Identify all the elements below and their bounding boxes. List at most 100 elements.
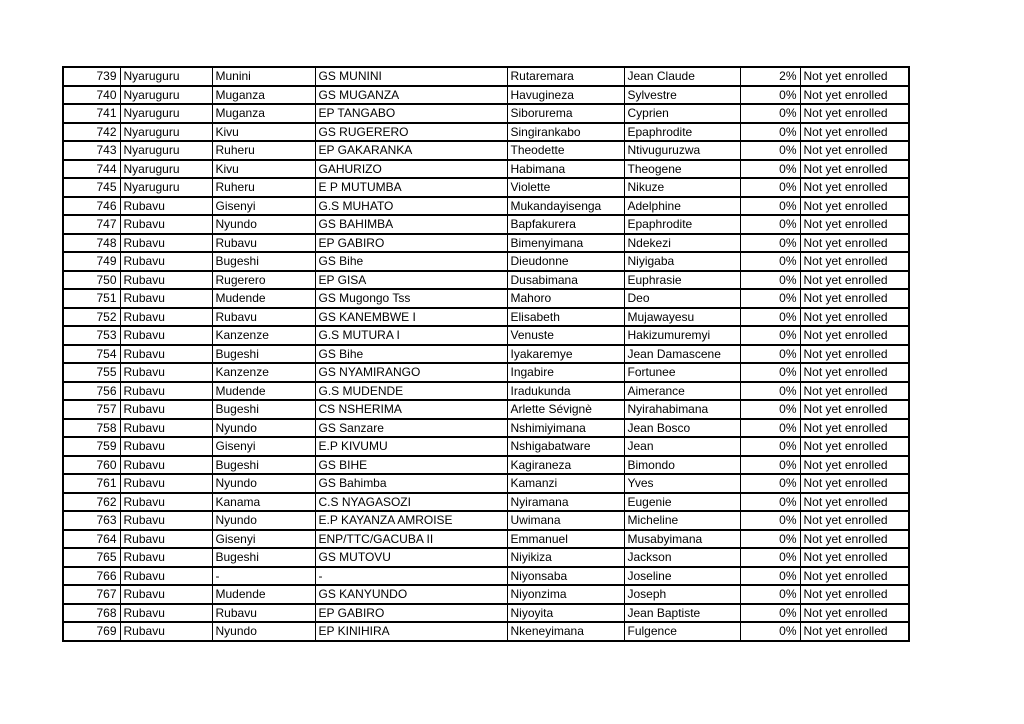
cell-name-2: Mujawayesu: [623, 306, 741, 327]
cell-name-1: Nyiramana: [506, 491, 625, 512]
cell-enrollment-status: Not yet enrolled: [799, 399, 910, 420]
cell-sector: Mudende: [211, 380, 316, 401]
table-row: 765 Rubavu Bugeshi GS MUTOVU Niyikiza Jackson…: [62, 547, 910, 568]
cell-row-number: 746: [62, 195, 121, 216]
cell-name-2: Ntivuguruzwa: [623, 140, 741, 161]
table-row: 754 Rubavu Bugeshi GS Bihe Iyakaremye Jean Da…: [62, 343, 910, 364]
table-row: 746 Rubavu Gisenyi G.S MUHATO Mukandayisenga…: [62, 195, 910, 216]
cell-progress-percent: 0%: [739, 140, 801, 161]
cell-district: Rubavu: [119, 269, 213, 290]
cell-sector: Bugeshi: [211, 547, 316, 568]
cell-district: Rubavu: [119, 528, 213, 549]
cell-row-number: 747: [62, 214, 121, 235]
cell-district: Rubavu: [119, 436, 213, 457]
cell-row-number: 743: [62, 140, 121, 161]
cell-row-number: 761: [62, 473, 121, 494]
cell-name-1: Siborurema: [506, 103, 625, 124]
cell-enrollment-status: Not yet enrolled: [799, 121, 910, 142]
cell-district: Nyaruguru: [119, 66, 213, 87]
cell-name-1: Dieudonne: [506, 251, 625, 272]
cell-progress-percent: 0%: [739, 602, 801, 623]
table-row: 750 Rubavu Rugerero EP GISA Dusabimana Euphra…: [62, 269, 910, 290]
cell-enrollment-status: Not yet enrolled: [799, 454, 910, 475]
cell-row-number: 739: [62, 66, 121, 87]
cell-school: -: [314, 565, 508, 586]
cell-district: Rubavu: [119, 399, 213, 420]
cell-name-2: Adelphine: [623, 195, 741, 216]
cell-school: EP KINIHIRA: [314, 621, 508, 642]
cell-sector: Bugeshi: [211, 454, 316, 475]
cell-progress-percent: 0%: [739, 177, 801, 198]
cell-district: Nyaruguru: [119, 103, 213, 124]
cell-school: EP TANGABO: [314, 103, 508, 124]
cell-sector: Kanama: [211, 491, 316, 512]
cell-name-1: Habimana: [506, 158, 625, 179]
cell-name-2: Joseph: [623, 584, 741, 605]
cell-name-2: Niyigaba: [623, 251, 741, 272]
cell-district: Nyaruguru: [119, 84, 213, 105]
cell-district: Rubavu: [119, 232, 213, 253]
cell-district: Rubavu: [119, 251, 213, 272]
cell-enrollment-status: Not yet enrolled: [799, 510, 910, 531]
cell-row-number: 754: [62, 343, 121, 364]
table-row: 742 Nyaruguru Kivu GS RUGERERO Singirankabo E…: [62, 121, 910, 142]
cell-school: GS RUGERERO: [314, 121, 508, 142]
cell-name-2: Cyprien: [623, 103, 741, 124]
cell-name-1: Mahoro: [506, 288, 625, 309]
cell-district: Rubavu: [119, 602, 213, 623]
cell-school: EP GABIRO: [314, 602, 508, 623]
cell-progress-percent: 0%: [739, 325, 801, 346]
table-row: 753 Rubavu Kanzenze G.S MUTURA I Venuste Haki…: [62, 325, 910, 346]
cell-name-1: Violette: [506, 177, 625, 198]
cell-name-1: Ingabire: [506, 362, 625, 383]
cell-sector: Kivu: [211, 121, 316, 142]
cell-district: Rubavu: [119, 454, 213, 475]
cell-name-1: Venuste: [506, 325, 625, 346]
cell-row-number: 758: [62, 417, 121, 438]
cell-row-number: 752: [62, 306, 121, 327]
cell-row-number: 759: [62, 436, 121, 457]
cell-sector: Rubavu: [211, 306, 316, 327]
cell-sector: Muganza: [211, 84, 316, 105]
table-row: 769 Rubavu Nyundo EP KINIHIRA Nkeneyimana Ful…: [62, 621, 910, 642]
cell-school: GS MUNINI: [314, 66, 508, 87]
cell-district: Rubavu: [119, 621, 213, 642]
cell-district: Rubavu: [119, 288, 213, 309]
table-row: 739 Nyaruguru Munini GS MUNINI Rutaremara Jea…: [62, 66, 910, 87]
cell-name-2: Jackson: [623, 547, 741, 568]
table-row: 768 Rubavu Rubavu EP GABIRO Niyoyita Jean Bap…: [62, 602, 910, 623]
cell-school: GS Sanzare: [314, 417, 508, 438]
cell-progress-percent: 0%: [739, 547, 801, 568]
cell-progress-percent: 0%: [739, 436, 801, 457]
cell-progress-percent: 0%: [739, 380, 801, 401]
cell-sector: Rubavu: [211, 602, 316, 623]
cell-school: E.P KIVUMU: [314, 436, 508, 457]
cell-name-1: Emmanuel: [506, 528, 625, 549]
cell-district: Rubavu: [119, 343, 213, 364]
cell-row-number: 750: [62, 269, 121, 290]
cell-name-1: Niyikiza: [506, 547, 625, 568]
cell-name-2: Bimondo: [623, 454, 741, 475]
cell-enrollment-status: Not yet enrolled: [799, 66, 910, 87]
cell-enrollment-status: Not yet enrolled: [799, 565, 910, 586]
cell-enrollment-status: Not yet enrolled: [799, 621, 910, 642]
cell-enrollment-status: Not yet enrolled: [799, 380, 910, 401]
cell-enrollment-status: Not yet enrolled: [799, 547, 910, 568]
cell-enrollment-status: Not yet enrolled: [799, 343, 910, 364]
cell-name-2: Yves: [623, 473, 741, 494]
cell-row-number: 760: [62, 454, 121, 475]
cell-school: GS MUTOVU: [314, 547, 508, 568]
cell-name-1: Iyakaremye: [506, 343, 625, 364]
cell-district: Rubavu: [119, 565, 213, 586]
cell-enrollment-status: Not yet enrolled: [799, 436, 910, 457]
cell-row-number: 762: [62, 491, 121, 512]
cell-progress-percent: 0%: [739, 306, 801, 327]
cell-enrollment-status: Not yet enrolled: [799, 177, 910, 198]
cell-row-number: 744: [62, 158, 121, 179]
cell-progress-percent: 0%: [739, 565, 801, 586]
table-row: 756 Rubavu Mudende G.S MUDENDE Iradukunda Aim…: [62, 380, 910, 401]
cell-progress-percent: 0%: [739, 121, 801, 142]
table-row: 744 Nyaruguru Kivu GAHURIZO Habimana Theogene…: [62, 158, 910, 179]
cell-name-2: Nyirahabimana: [623, 399, 741, 420]
cell-sector: Kanzenze: [211, 325, 316, 346]
